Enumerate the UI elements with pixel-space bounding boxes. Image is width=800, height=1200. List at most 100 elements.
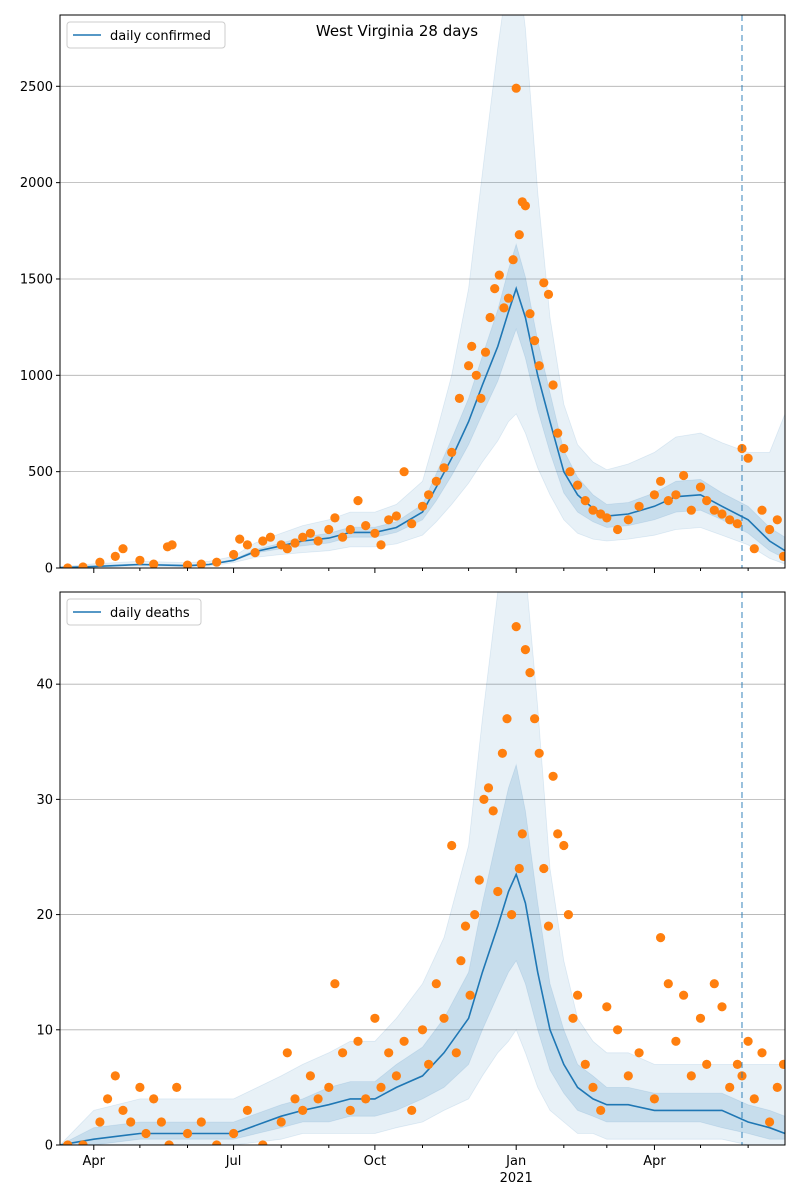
data-point xyxy=(164,1140,174,1145)
data-point xyxy=(290,538,300,548)
data-point xyxy=(517,829,527,839)
y-tick-label: 30 xyxy=(36,793,53,808)
data-point xyxy=(229,1128,239,1139)
data-point xyxy=(229,549,239,560)
data-point xyxy=(778,551,785,561)
data-point xyxy=(384,515,394,525)
data-point xyxy=(298,532,308,542)
bottom-panel: 0 10 20 30 40 Apr Jul Oct Jan Apr 2021 daily deaths xyxy=(36,591,786,1186)
data-point xyxy=(456,956,466,966)
data-point xyxy=(126,1117,136,1127)
data-point xyxy=(182,560,193,568)
data-point xyxy=(765,1117,775,1127)
y-tick-label: 0 xyxy=(45,1139,53,1154)
data-point xyxy=(196,1117,206,1127)
data-point xyxy=(563,910,574,920)
data-point xyxy=(63,1140,73,1145)
data-point xyxy=(483,783,494,793)
data-point xyxy=(568,1013,578,1023)
data-point xyxy=(324,524,334,535)
data-point xyxy=(539,863,549,874)
data-point xyxy=(709,505,719,515)
data-point xyxy=(539,278,549,288)
x-tick-label: Jan xyxy=(505,1154,526,1169)
data-point xyxy=(103,1094,113,1104)
data-point xyxy=(258,536,268,546)
data-point xyxy=(110,1071,120,1081)
data-point xyxy=(679,470,689,481)
y-tick-label: 2000 xyxy=(20,176,53,191)
data-point xyxy=(503,293,514,303)
uncertainty-band-inner xyxy=(60,763,785,1145)
data-point xyxy=(447,447,457,457)
data-point xyxy=(330,513,340,523)
data-point xyxy=(182,1128,193,1139)
data-point xyxy=(671,1036,681,1046)
data-point xyxy=(467,341,477,351)
data-point xyxy=(623,515,633,525)
data-point xyxy=(282,1048,292,1058)
data-point xyxy=(732,519,743,529)
data-point xyxy=(565,467,575,477)
data-point xyxy=(451,1048,461,1058)
data-point xyxy=(488,806,498,816)
data-point xyxy=(135,1082,145,1092)
data-point xyxy=(471,370,481,380)
data-point xyxy=(305,528,315,538)
data-point xyxy=(778,1059,785,1069)
data-point xyxy=(663,979,673,989)
data-point xyxy=(376,1082,386,1092)
data-point xyxy=(460,921,471,931)
data-point xyxy=(439,1013,449,1023)
data-point xyxy=(196,559,206,568)
data-point xyxy=(424,490,434,500)
y-tick-label: 2500 xyxy=(20,80,53,95)
legend-label: daily deaths xyxy=(110,606,190,621)
data-point xyxy=(514,230,524,240)
data-point xyxy=(588,505,598,515)
data-point xyxy=(709,979,719,989)
data-point xyxy=(212,1140,222,1145)
data-point xyxy=(511,622,521,632)
data-point xyxy=(725,1082,735,1092)
data-point xyxy=(345,1105,355,1115)
data-point xyxy=(743,1036,753,1046)
data-point xyxy=(580,496,590,506)
data-point xyxy=(417,501,428,511)
data-point xyxy=(530,336,540,346)
data-point xyxy=(702,1059,712,1069)
data-point xyxy=(167,540,177,550)
data-point xyxy=(276,1117,286,1127)
data-point xyxy=(559,840,569,851)
data-point xyxy=(431,979,441,989)
data-point xyxy=(78,1140,88,1145)
data-point xyxy=(580,1059,590,1069)
data-point xyxy=(424,1059,434,1069)
y-tick-label: 500 xyxy=(28,465,53,480)
data-point xyxy=(141,1128,151,1139)
x-tick-label: Jul xyxy=(225,1154,242,1169)
data-point xyxy=(596,1105,606,1115)
data-point xyxy=(508,255,518,265)
data-point xyxy=(525,309,535,319)
data-point xyxy=(479,794,489,805)
data-point xyxy=(749,1094,759,1104)
data-point xyxy=(717,1002,727,1012)
data-point xyxy=(95,557,105,567)
y-tick-label: 0 xyxy=(45,562,53,577)
data-point xyxy=(502,714,512,724)
data-point xyxy=(78,562,88,568)
data-point xyxy=(613,524,623,535)
data-point xyxy=(530,714,540,724)
data-point xyxy=(464,361,474,371)
y-tick-label: 1500 xyxy=(20,272,53,287)
y-tick-label: 1000 xyxy=(20,369,53,384)
data-point xyxy=(338,532,348,542)
data-point xyxy=(353,1036,363,1046)
data-point xyxy=(235,534,245,544)
data-point xyxy=(439,463,449,473)
data-point xyxy=(702,496,712,506)
data-point xyxy=(313,536,323,546)
data-point xyxy=(480,347,491,357)
legend-box xyxy=(66,21,226,49)
